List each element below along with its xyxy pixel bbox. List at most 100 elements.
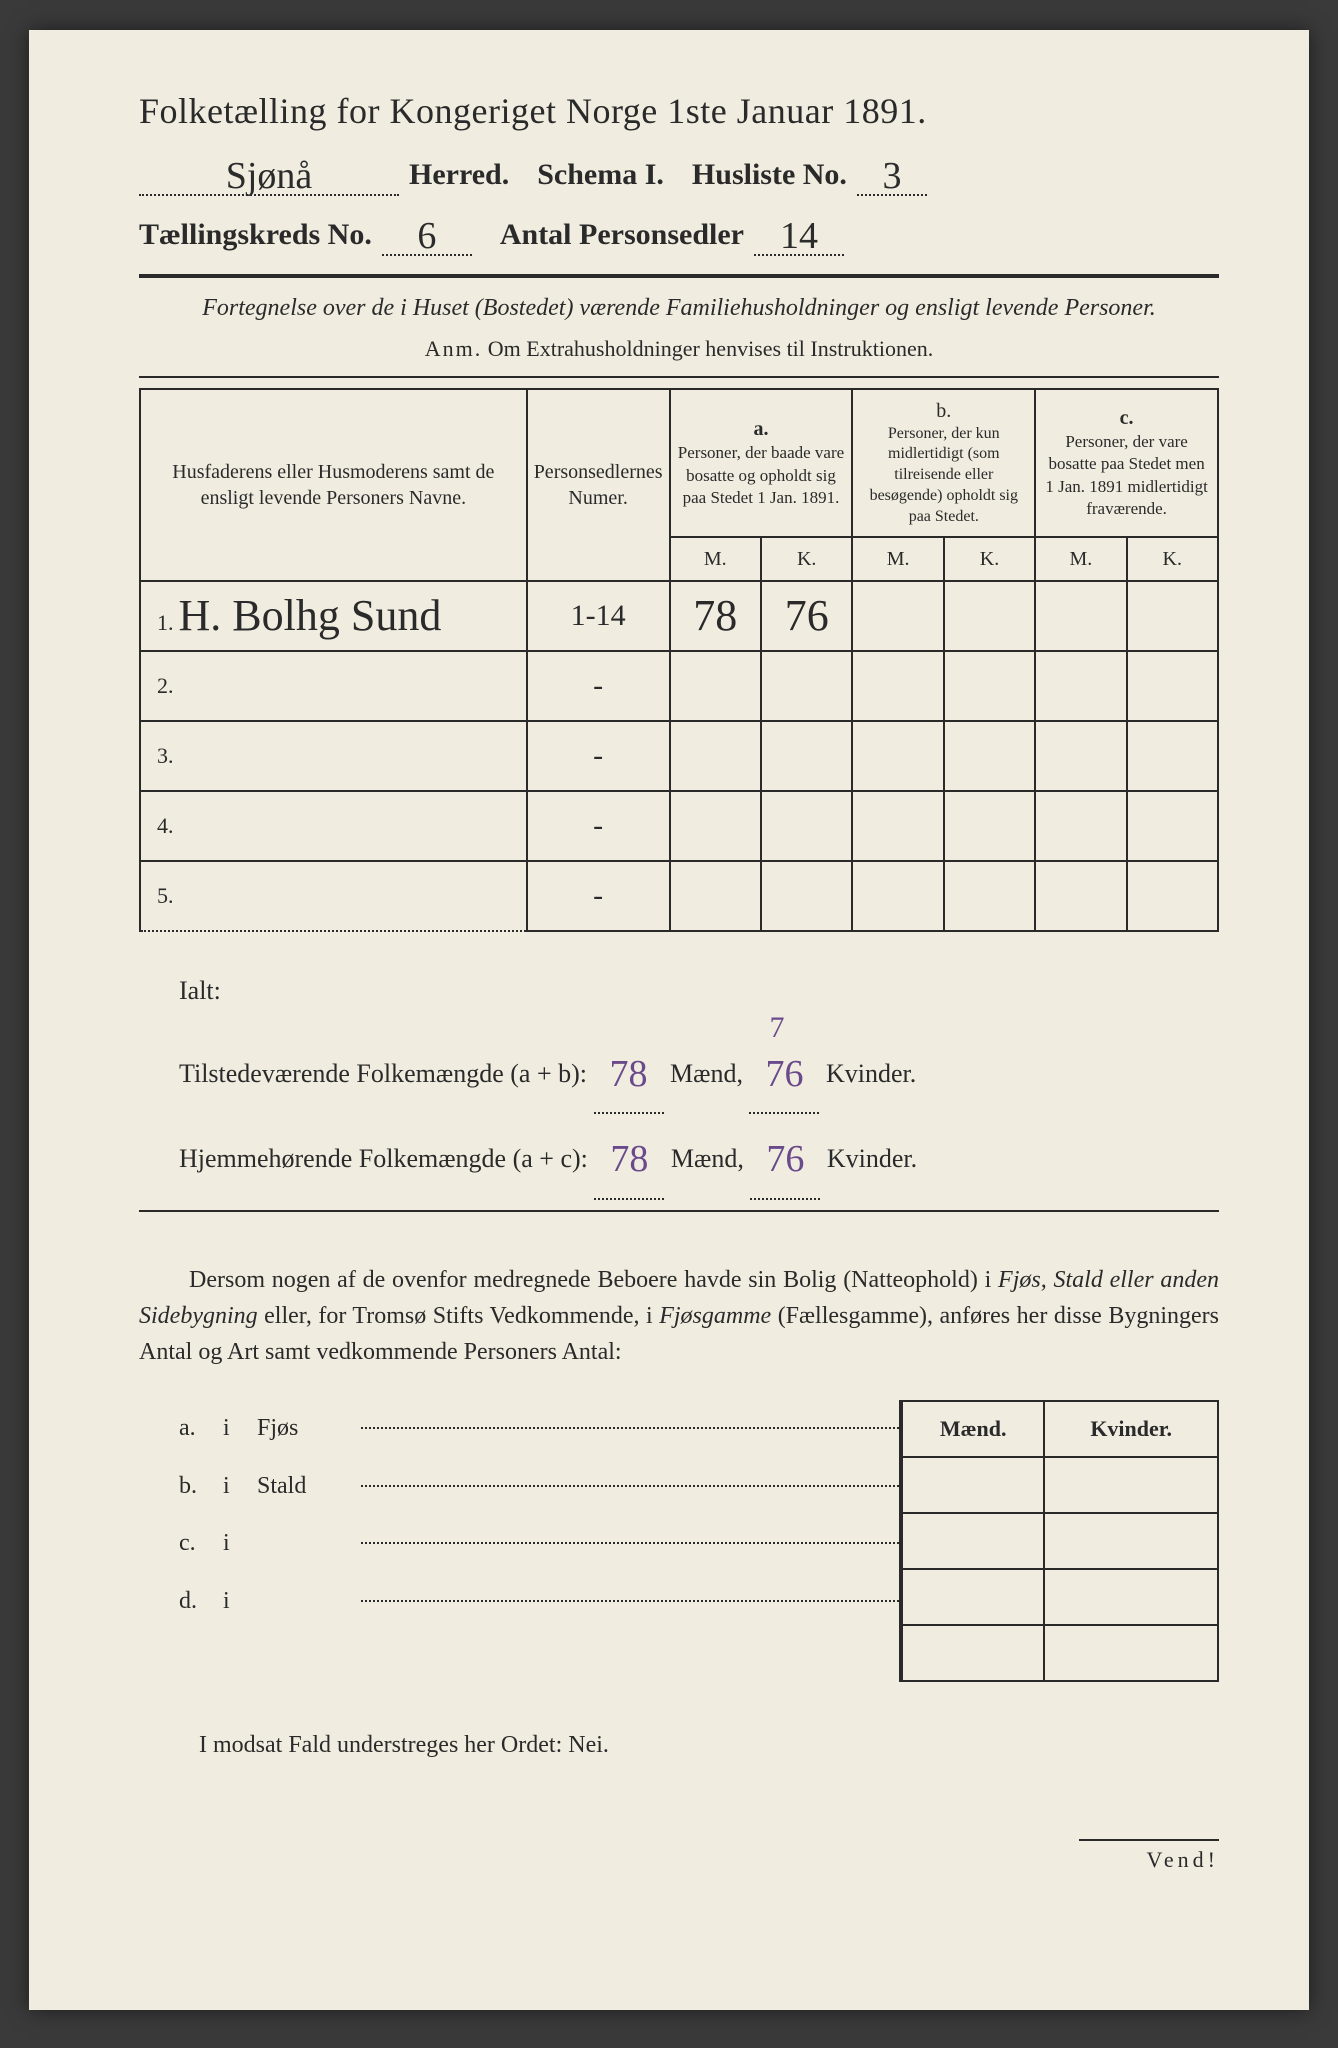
- th-c-m: M.: [1035, 537, 1126, 581]
- b-k-cell: [944, 581, 1035, 651]
- table-row: 1. H. Bolhg Sund1-147876: [140, 581, 1218, 651]
- th-b-m: M.: [852, 537, 943, 581]
- c-k-cell: [1127, 581, 1218, 651]
- name-cell: 2.: [140, 651, 527, 721]
- b-k-cell: [944, 861, 1035, 931]
- c-m-cell: [1035, 581, 1126, 651]
- th-a-k: K.: [761, 537, 852, 581]
- num-cell: -: [527, 861, 670, 931]
- header-line-3: Tællingskreds No. 6 Antal Personsedler 1…: [139, 210, 1219, 256]
- herred-label: Herred.: [409, 158, 509, 192]
- th-c: c. Personer, der vare bosatte paa Stedet…: [1035, 389, 1218, 537]
- th-b-k: K.: [944, 537, 1035, 581]
- husliste-value: 3: [882, 155, 901, 197]
- anm-note: Anm. Om Extrahusholdninger henvises til …: [139, 336, 1219, 362]
- th-c-k: K.: [1127, 537, 1218, 581]
- schema-label: Schema I.: [537, 158, 664, 192]
- c-k-cell: [1127, 721, 1218, 791]
- table-row: 5. -: [140, 861, 1218, 931]
- th-a-m: M.: [670, 537, 761, 581]
- kreds-value: 6: [417, 215, 436, 257]
- bt-cell: [902, 1625, 1044, 1681]
- divider-thin-2: [139, 1210, 1219, 1212]
- bt-cell: [902, 1513, 1044, 1569]
- c-m-cell: [1035, 861, 1126, 931]
- bottom-section: a.iFjøsb.iStaldc.id.i Mænd. Kvinder.: [179, 1400, 1219, 1682]
- c-m-cell: [1035, 651, 1126, 721]
- tilstede-k: 76: [765, 1053, 803, 1095]
- anm-text: Om Extrahusholdninger henvises til Instr…: [488, 336, 933, 361]
- b-k-cell: [944, 791, 1035, 861]
- census-form-page: Folketælling for Kongeriget Norge 1ste J…: [29, 30, 1309, 2010]
- tilstede-k-over: 7: [769, 995, 784, 1061]
- a-m-cell: 78: [670, 581, 761, 651]
- bt-maend: Mænd.: [902, 1401, 1044, 1457]
- c-k-cell: [1127, 651, 1218, 721]
- building-row: c.i: [179, 1515, 899, 1573]
- a-m-cell: [670, 861, 761, 931]
- b-m-cell: [852, 651, 943, 721]
- main-table: Husfaderens eller Husmoderens samt de en…: [139, 388, 1219, 932]
- th-b: b. Personer, der kun midlertidigt (som t…: [852, 389, 1035, 537]
- bt-cell: [1044, 1569, 1218, 1625]
- totals-block: Ialt: Tilstedeværende Folkemængde (a + b…: [179, 962, 1219, 1200]
- name-cell: 1. H. Bolhg Sund: [140, 581, 527, 651]
- antal-value: 14: [780, 215, 818, 257]
- num-cell: -: [527, 721, 670, 791]
- kreds-label: Tællingskreds No.: [139, 218, 372, 252]
- hjemme-k: 76: [766, 1138, 804, 1180]
- name-cell: 5.: [140, 861, 527, 931]
- a-m-cell: [670, 721, 761, 791]
- husliste-label: Husliste No.: [692, 158, 847, 192]
- hjemme-row: Hjemmehørende Folkemængde (a + c): 78 Mæ…: [179, 1114, 1219, 1200]
- page-title: Folketælling for Kongeriget Norge 1ste J…: [139, 90, 1219, 132]
- building-row: b.iStald: [179, 1458, 899, 1516]
- bt-kvinder: Kvinder.: [1044, 1401, 1218, 1457]
- herred-value: Sjønå: [226, 155, 313, 197]
- num-cell: -: [527, 651, 670, 721]
- vend-label: Vend!: [1079, 1839, 1219, 1873]
- mk-table: Mænd. Kvinder.: [899, 1400, 1219, 1682]
- name-cell: 4.: [140, 791, 527, 861]
- bt-cell: [1044, 1513, 1218, 1569]
- nei-line: I modsat Fald understreges her Ordet: Ne…: [199, 1732, 1219, 1759]
- instruction-paragraph: Dersom nogen af de ovenfor medregnede Be…: [139, 1262, 1219, 1370]
- table-row: 4. -: [140, 791, 1218, 861]
- b-k-cell: [944, 651, 1035, 721]
- antal-label: Antal Personsedler: [500, 218, 744, 252]
- building-list: a.iFjøsb.iStaldc.id.i: [179, 1400, 899, 1682]
- hjemme-m: 78: [610, 1138, 648, 1180]
- a-k-cell: [761, 721, 852, 791]
- subtitle: Fortegnelse over de i Huset (Bostedet) v…: [139, 292, 1219, 326]
- tilstede-m: 78: [610, 1053, 648, 1095]
- ialt-label: Ialt:: [179, 962, 1219, 1019]
- th-name: Husfaderens eller Husmoderens samt de en…: [140, 389, 527, 581]
- building-row: d.i: [179, 1573, 899, 1631]
- a-k-cell: [761, 861, 852, 931]
- name-cell: 3.: [140, 721, 527, 791]
- a-m-cell: [670, 791, 761, 861]
- b-m-cell: [852, 791, 943, 861]
- b-m-cell: [852, 581, 943, 651]
- b-k-cell: [944, 721, 1035, 791]
- tilstede-row: Tilstedeværende Folkemængde (a + b): 78 …: [179, 1029, 1219, 1115]
- th-a: a. Personer, der baade vare bosatte og o…: [670, 389, 853, 537]
- a-k-cell: 76: [761, 581, 852, 651]
- anm-label: Anm.: [425, 336, 483, 361]
- building-row: a.iFjøs: [179, 1400, 899, 1458]
- a-k-cell: [761, 791, 852, 861]
- num-cell: -: [527, 791, 670, 861]
- num-cell: 1-14: [527, 581, 670, 651]
- table-row: 2. -: [140, 651, 1218, 721]
- a-k-cell: [761, 651, 852, 721]
- c-m-cell: [1035, 721, 1126, 791]
- bt-cell: [902, 1569, 1044, 1625]
- b-m-cell: [852, 721, 943, 791]
- divider-thin: [139, 376, 1219, 378]
- table-row: 3. -: [140, 721, 1218, 791]
- a-m-cell: [670, 651, 761, 721]
- bt-cell: [902, 1457, 1044, 1513]
- c-k-cell: [1127, 861, 1218, 931]
- divider: [139, 274, 1219, 278]
- b-m-cell: [852, 861, 943, 931]
